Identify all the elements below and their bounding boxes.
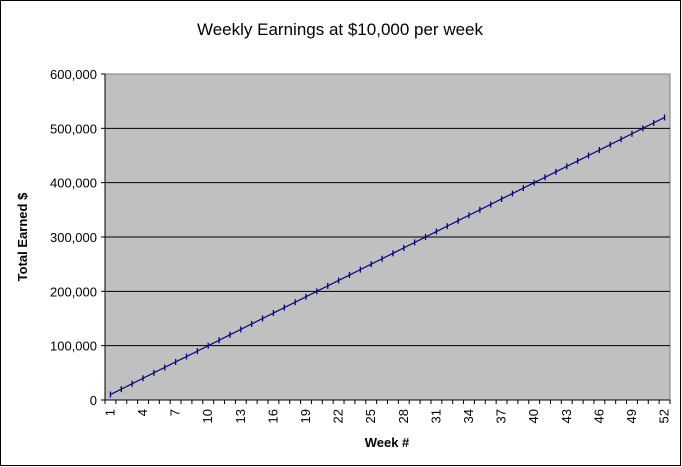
x-tick-label: 19 (298, 409, 313, 423)
y-axis-label: Total Earned $ (15, 192, 30, 281)
y-tick-label: 100,000 (50, 339, 97, 354)
axes (101, 73, 671, 404)
x-tick-label: 40 (526, 409, 541, 423)
x-axis-tick-labels: 1 4 7 10 13 16 19 22 25 28 31 34 37 40 43 46 49 52 (102, 409, 671, 423)
x-tick-label: 37 (494, 409, 509, 423)
y-tick-label: 200,000 (50, 284, 97, 299)
y-axis-tick-labels: 0 100,000 200,000 300,000 400,000 500,000 600,… (50, 67, 97, 408)
series-line-group (109, 114, 666, 398)
x-tick-label: 16 (265, 409, 280, 423)
x-tick-label: 22 (331, 409, 346, 423)
x-tick-label: 31 (428, 409, 443, 423)
x-tick-label: 10 (200, 409, 215, 423)
y-tick-label: 500,000 (50, 121, 97, 136)
y-tick-label: 600,000 (50, 67, 97, 82)
gridlines (105, 127, 670, 347)
x-tick-label: 49 (624, 409, 639, 423)
series-line (110, 116, 665, 396)
chart-title: Weekly Earnings at $10,000 per week (197, 20, 484, 39)
x-tick-label: 43 (559, 409, 574, 423)
x-tick-label: 28 (396, 409, 411, 423)
x-tick-label: 46 (591, 409, 606, 423)
x-tick-label: 34 (461, 409, 476, 423)
x-tick-label: 52 (657, 409, 672, 423)
x-tick-label: 7 (168, 409, 183, 416)
x-tick-label: 1 (102, 409, 117, 416)
x-tick-label: 25 (363, 409, 378, 423)
y-tick-label: 0 (90, 393, 97, 408)
x-tick-label: 13 (233, 409, 248, 423)
y-tick-label: 400,000 (50, 176, 97, 191)
x-tick-label: 4 (135, 409, 150, 416)
x-axis-label: Week # (365, 435, 410, 450)
y-tick-label: 300,000 (50, 230, 97, 245)
